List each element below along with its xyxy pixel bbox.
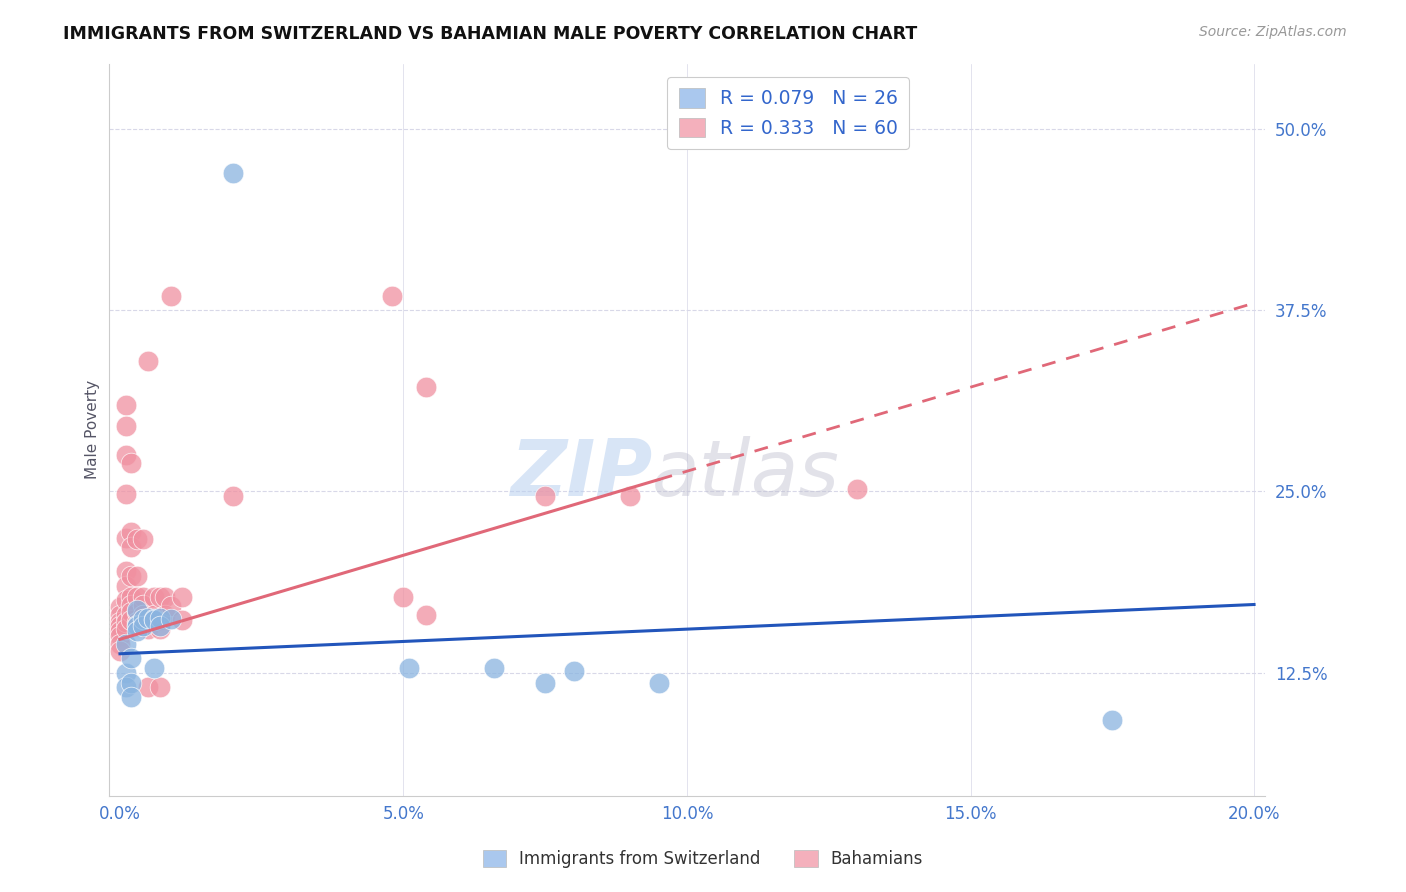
Point (125, 615, 148, 629)
Point (120, 690, 142, 705)
Point (143, 607, 166, 622)
Point (114, 593, 136, 607)
Point (108, 607, 131, 622)
Point (484, 661, 506, 675)
Point (131, 598, 153, 612)
Point (155, 607, 177, 622)
Point (619, 489, 641, 503)
Point (114, 531, 136, 545)
Point (114, 448, 136, 462)
Point (125, 568, 148, 582)
Point (149, 619, 172, 633)
Point (392, 591, 415, 605)
Point (108, 629, 131, 643)
Point (114, 487, 136, 501)
Point (114, 564, 136, 578)
Point (108, 615, 131, 629)
Point (160, 612, 183, 626)
Point (131, 619, 153, 633)
Point (108, 644, 131, 658)
Point (846, 482, 869, 496)
Point (222, 489, 245, 503)
Point (120, 598, 142, 612)
Point (108, 624, 131, 638)
Point (534, 675, 557, 690)
Point (108, 600, 131, 615)
Point (120, 540, 142, 554)
Point (131, 591, 153, 605)
Point (149, 610, 172, 624)
Point (534, 489, 557, 503)
Point (120, 614, 142, 628)
Point (172, 591, 194, 605)
Point (114, 637, 136, 651)
Point (120, 605, 142, 619)
Point (415, 380, 437, 394)
Point (114, 615, 136, 629)
Point (114, 579, 136, 593)
Point (120, 591, 142, 605)
Text: IMMIGRANTS FROM SWITZERLAND VS BAHAMIAN MALE POVERTY CORRELATION CHART: IMMIGRANTS FROM SWITZERLAND VS BAHAMIAN … (63, 25, 918, 43)
Point (136, 622, 159, 636)
Point (136, 680, 159, 694)
Point (143, 612, 166, 626)
Point (120, 651, 142, 665)
Point (131, 533, 153, 547)
Point (120, 456, 142, 470)
Point (381, 289, 404, 303)
Point (136, 354, 159, 368)
Point (114, 419, 136, 434)
Point (108, 619, 131, 633)
Text: Source: ZipAtlas.com: Source: ZipAtlas.com (1199, 25, 1347, 39)
Point (149, 680, 172, 694)
Point (136, 614, 159, 628)
Point (125, 605, 148, 619)
Point (125, 624, 148, 638)
Point (143, 591, 166, 605)
Point (131, 612, 153, 626)
Point (143, 661, 166, 675)
Point (149, 614, 172, 628)
Point (143, 614, 166, 628)
Point (125, 533, 148, 547)
Point (149, 622, 172, 636)
Point (120, 524, 142, 539)
Point (125, 603, 148, 617)
Point (149, 591, 172, 605)
Point (108, 637, 131, 651)
Point (1101, 714, 1123, 728)
Point (120, 675, 142, 690)
Text: atlas: atlas (652, 436, 841, 512)
Point (155, 591, 177, 605)
Point (125, 591, 148, 605)
Point (398, 661, 420, 675)
Legend: R = 0.079   N = 26, R = 0.333   N = 60: R = 0.079 N = 26, R = 0.333 N = 60 (668, 77, 910, 149)
Point (114, 622, 136, 636)
Point (131, 607, 153, 622)
Point (114, 680, 136, 694)
Text: ZIP: ZIP (510, 436, 652, 512)
Point (136, 610, 159, 624)
Legend: Immigrants from Switzerland, Bahamians: Immigrants from Switzerland, Bahamians (477, 843, 929, 875)
Point (415, 607, 437, 622)
Point (647, 675, 669, 690)
Point (114, 607, 136, 622)
Point (172, 614, 194, 628)
Point (114, 398, 136, 412)
Point (160, 289, 183, 303)
Point (222, 166, 245, 180)
Point (114, 665, 136, 680)
Point (125, 619, 148, 633)
Point (125, 617, 148, 632)
Y-axis label: Male Poverty: Male Poverty (86, 380, 100, 480)
Point (562, 664, 585, 678)
Point (120, 568, 142, 582)
Point (160, 599, 183, 613)
